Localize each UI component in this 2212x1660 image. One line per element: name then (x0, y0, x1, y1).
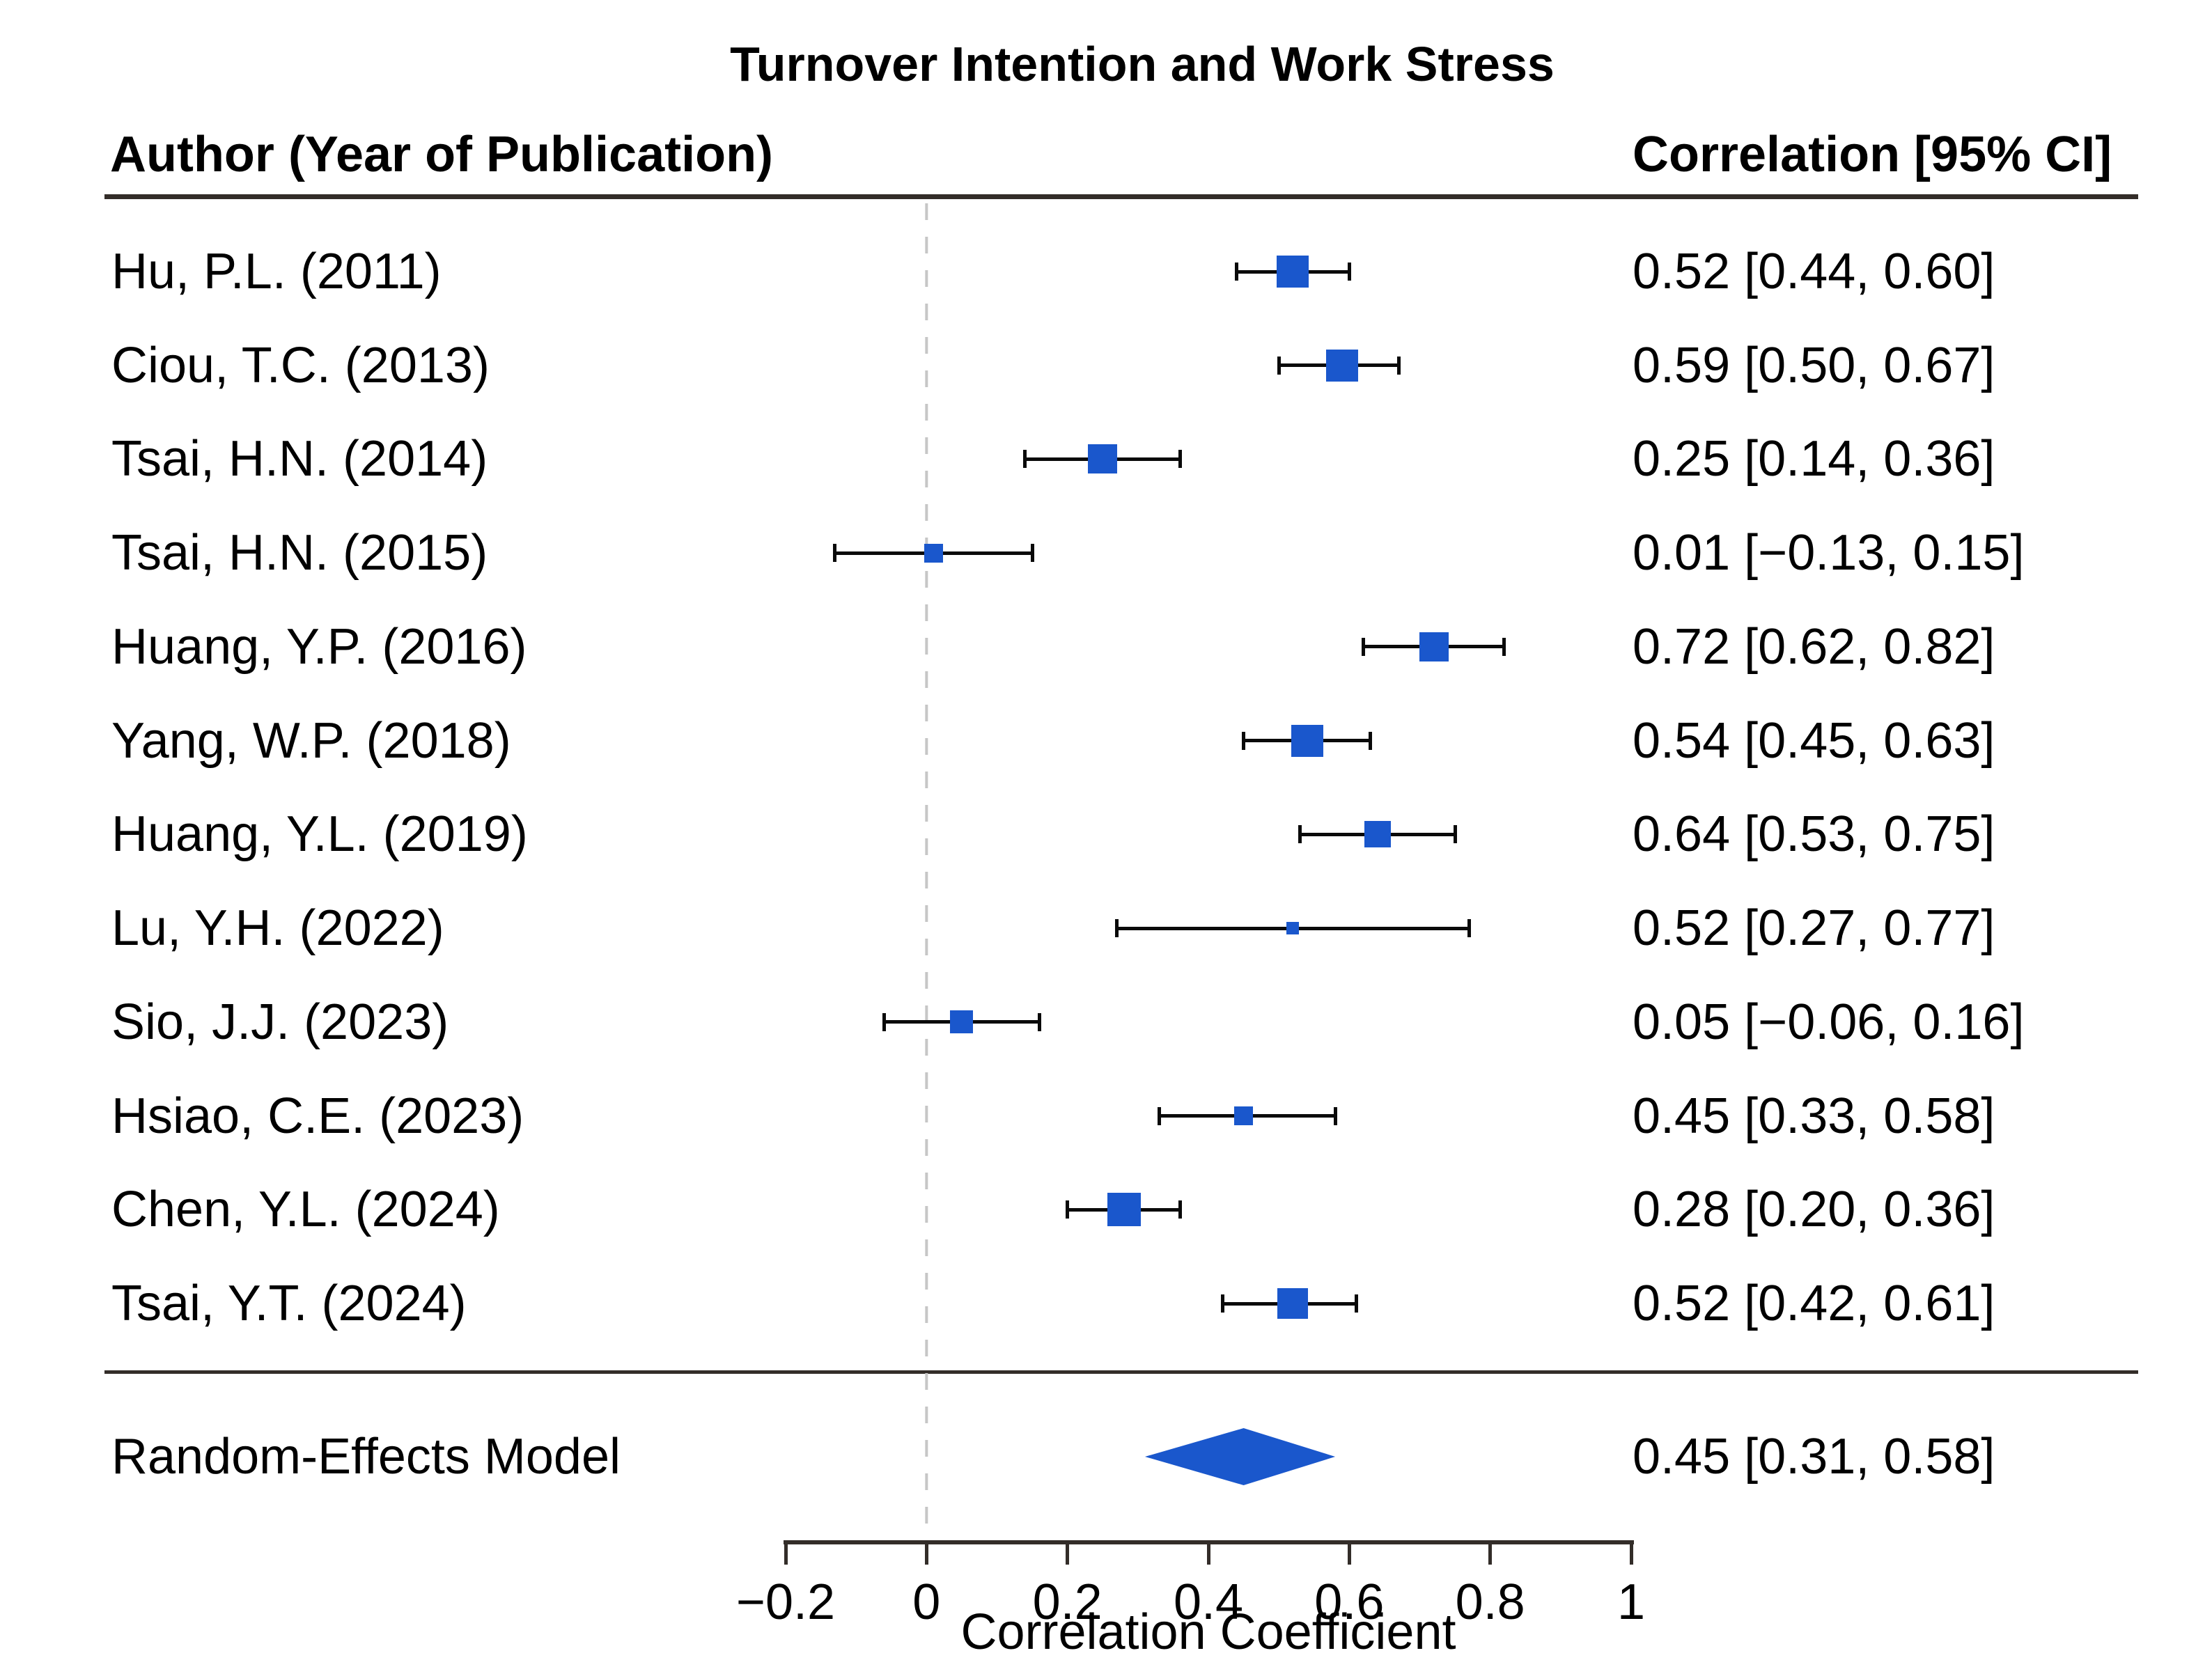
effect-size-square (1277, 1288, 1309, 1320)
study-label: Ciou, T.C. (2013) (111, 337, 490, 393)
study-ci-value: 0.52 [0.42, 0.61] (1633, 1276, 1995, 1332)
ci-whisker-cap (1037, 1012, 1041, 1031)
ci-whisker-cap (1369, 731, 1373, 750)
study-label: Hu, P.L. (2011) (111, 244, 442, 299)
study-ci-value: 0.01 [−0.13, 0.15] (1633, 525, 2025, 581)
x-axis-tick-label: 0 (912, 1574, 941, 1630)
column-header-correlation: Correlation [95% CI] (1633, 127, 2112, 182)
ci-whisker-cap (1467, 919, 1471, 938)
ci-whisker-cap (1220, 1294, 1224, 1313)
study-ci-value: 0.28 [0.20, 0.36] (1633, 1182, 1995, 1238)
x-axis-tick (1629, 1542, 1633, 1565)
study-ci-value: 0.59 [0.50, 0.67] (1633, 337, 1995, 393)
x-axis-tick-label: 0.2 (1032, 1574, 1103, 1630)
ci-whisker-cap (833, 544, 837, 563)
ci-whisker-cap (1066, 1200, 1070, 1219)
ci-whisker-cap (1242, 731, 1246, 750)
x-axis-tick (1347, 1542, 1351, 1565)
ci-whisker-cap (1347, 263, 1351, 281)
ci-whisker-cap (1030, 544, 1034, 563)
x-axis-tick (924, 1542, 928, 1565)
ci-whisker-cap (1502, 637, 1506, 656)
study-label: Tsai, H.N. (2015) (111, 525, 488, 581)
study-ci-value: 0.52 [0.44, 0.60] (1633, 244, 1995, 299)
ci-whisker-cap (1362, 637, 1366, 656)
effect-size-square (1286, 922, 1300, 935)
study-label: Sio, J.J. (2023) (111, 994, 449, 1050)
study-label: Huang, Y.P. (2016) (111, 618, 527, 675)
summary-rule-line (104, 1370, 2138, 1374)
effect-size-square (1419, 632, 1449, 661)
study-ci-value: 0.54 [0.45, 0.63] (1633, 712, 1995, 769)
x-axis-tick (1488, 1542, 1493, 1565)
study-ci-value: 0.52 [0.27, 0.77] (1633, 900, 1995, 957)
summary-label: Random-Effects Model (111, 1429, 621, 1485)
effect-size-square (1291, 724, 1323, 757)
ci-whisker-cap (1234, 263, 1238, 281)
study-ci-value: 0.05 [−0.06, 0.16] (1633, 994, 2025, 1050)
study-label: Yang, W.P. (2018) (111, 712, 511, 769)
x-axis-tick-label: 0.6 (1314, 1574, 1385, 1630)
effect-size-square (1326, 349, 1359, 382)
study-label: Tsai, H.N. (2014) (111, 431, 488, 487)
effect-size-square (1277, 256, 1309, 288)
x-axis-tick (1066, 1542, 1070, 1565)
ci-whisker-cap (1178, 1200, 1183, 1219)
effect-size-square (1088, 444, 1118, 474)
effect-size-square (1107, 1193, 1141, 1227)
ci-whisker-cap (1114, 919, 1119, 938)
study-ci-value: 0.72 [0.62, 0.82] (1633, 618, 1995, 675)
summary-ci-value: 0.45 [0.31, 0.58] (1633, 1429, 1995, 1485)
x-axis-tick (1206, 1542, 1210, 1565)
effect-size-square (1234, 1106, 1254, 1126)
effect-size-square (924, 543, 943, 563)
study-label: Huang, Y.L. (2019) (111, 806, 528, 863)
ci-whisker-cap (1023, 450, 1027, 469)
effect-size-square (1364, 821, 1391, 848)
study-label: Chen, Y.L. (2024) (111, 1182, 500, 1238)
study-ci-value: 0.25 [0.14, 0.36] (1633, 431, 1995, 487)
ci-whisker-cap (1396, 356, 1401, 375)
x-axis-tick (784, 1542, 788, 1565)
column-header-author: Author (Year of Publication) (110, 127, 774, 182)
study-label: Hsiao, C.E. (2023) (111, 1088, 524, 1144)
summary-diamond (1144, 1428, 1336, 1485)
x-axis-tick-label: −0.2 (735, 1574, 836, 1630)
ci-whisker-cap (1453, 825, 1457, 844)
x-axis-title: Correlation Coefficient (960, 1604, 1456, 1660)
effect-size-square (950, 1010, 974, 1034)
study-ci-value: 0.64 [0.53, 0.75] (1633, 806, 1995, 863)
study-ci-value: 0.45 [0.33, 0.58] (1633, 1088, 1995, 1144)
ci-whisker-cap (1354, 1294, 1358, 1313)
ci-whisker-cap (1157, 1106, 1161, 1125)
study-label: Lu, Y.H. (2022) (111, 900, 444, 957)
ci-whisker-cap (1333, 1106, 1337, 1125)
x-axis-line (784, 1540, 1634, 1544)
study-label: Tsai, Y.T. (2024) (111, 1276, 467, 1332)
x-axis-tick-label: 0.8 (1455, 1574, 1525, 1630)
ci-whisker-cap (1298, 825, 1302, 844)
x-axis-tick-label: 1 (1617, 1574, 1646, 1630)
chart-title: Turnover Intention and Work Stress (730, 37, 1555, 91)
ci-whisker-cap (1277, 356, 1281, 375)
header-rule-line (104, 194, 2138, 199)
ci-whisker-cap (1178, 450, 1183, 469)
ci-whisker-cap (882, 1012, 887, 1031)
x-axis-tick-label: 0.4 (1173, 1574, 1244, 1630)
